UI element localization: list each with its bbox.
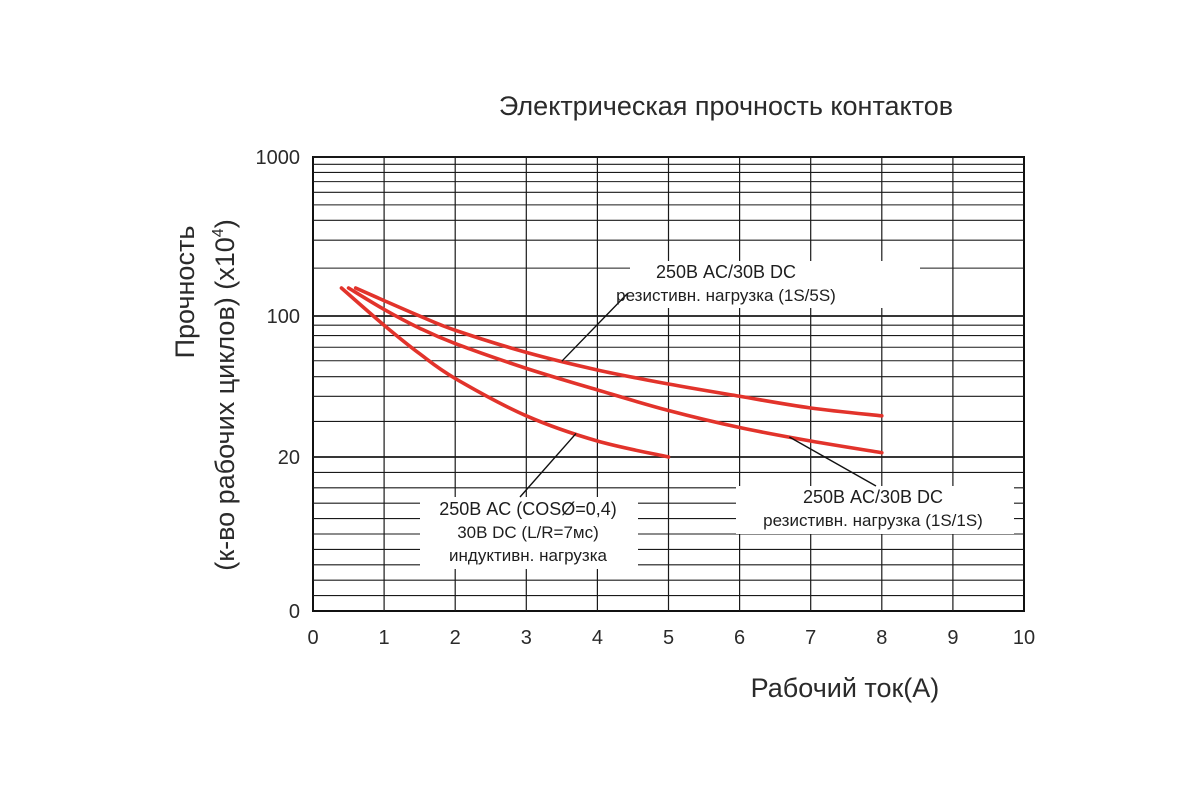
y-axis-title: Прочность (к-во рабочих циклов) (x104)	[170, 219, 240, 570]
x-tick-label: 0	[307, 627, 318, 649]
annotation-text: 30В DC (L/R=7мс)	[457, 523, 599, 542]
x-tick-label: 4	[592, 627, 603, 649]
y-tick-label: 20	[278, 447, 300, 469]
x-tick-label: 6	[734, 627, 745, 649]
annotation-text: резистивн. нагрузка (1S/1S)	[763, 511, 983, 530]
y-axis-title-main: (к-во рабочих циклов) (x10	[210, 237, 240, 571]
series-line-inductive	[339, 286, 671, 459]
y-tick-label: 100	[267, 306, 300, 328]
x-tick-label: 1	[379, 627, 390, 649]
annotations: 250В AC/30В DC резистивн. нагрузка (1S/5S…	[420, 261, 1014, 569]
annotation-text: индуктивн. нагрузка	[449, 546, 607, 565]
x-axis-title: Рабочий ток(А)	[751, 673, 940, 703]
y-tick-label: 1000	[256, 147, 301, 169]
y-axis-title-line2: (к-во рабочих циклов) (x104)	[210, 219, 240, 570]
x-tick-label: 3	[521, 627, 532, 649]
x-tick-label: 10	[1013, 627, 1035, 649]
series-line-resistive-1s1s	[346, 286, 884, 455]
annotation-text: 250В AC/30В DC	[803, 487, 943, 507]
annotation-text: 250В AC/30В DC	[656, 262, 796, 282]
y-axis-title-close: )	[210, 219, 240, 228]
annotation-text: резистивн. нагрузка (1S/5S)	[616, 286, 836, 305]
annotation-leader-line	[519, 433, 577, 498]
chart-title: Электрическая прочность контактов	[499, 91, 953, 121]
series-line-resistive-1s5s	[353, 286, 884, 418]
y-axis-title-exponent: 4	[210, 228, 227, 237]
annotation-background	[630, 261, 920, 308]
annotation-background	[736, 486, 1014, 534]
y-axis-title-line1: Прочность	[170, 226, 200, 359]
series-lines	[339, 286, 884, 459]
x-tick-label: 2	[450, 627, 461, 649]
x-tick-label: 5	[663, 627, 674, 649]
annotation-text: 250В AC (COSØ=0,4)	[439, 499, 617, 519]
x-tick-label: 8	[876, 627, 887, 649]
annotation-leader-line	[561, 292, 629, 362]
annotation-leader-line	[789, 436, 877, 487]
x-tick-label: 7	[805, 627, 816, 649]
annotation-background	[420, 497, 638, 569]
x-tick-label: 9	[947, 627, 958, 649]
y-tick-label: 0	[289, 601, 300, 623]
